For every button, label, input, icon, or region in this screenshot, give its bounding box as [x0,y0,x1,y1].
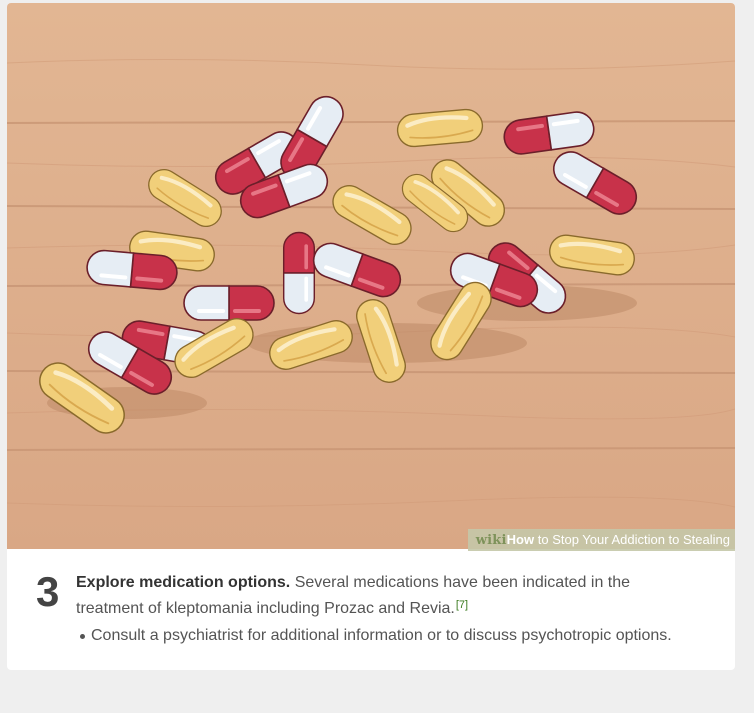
reference-link[interactable]: [7] [455,599,469,611]
wikihow-watermark: wikiHow to Stop Your Addiction to Steali… [467,529,735,551]
step-title: Explore medication options. [76,574,291,591]
pills-illustration [7,3,735,549]
watermark-brand: wiki [475,533,507,548]
step-bullets: Consult a psychiatrist for additional in… [76,624,672,648]
step-number: 3 [36,568,60,615]
watermark-how: How [506,532,535,547]
step-text: Explore medication options. Several medi… [76,570,676,622]
watermark-title: to Stop Your Addiction to Stealing [534,532,730,547]
step-card: wikiHow to Stop Your Addiction to Steali… [7,3,735,670]
bullet-item: Consult a psychiatrist for additional in… [80,624,672,648]
step-body: Several medications have been indicated … [76,574,631,617]
